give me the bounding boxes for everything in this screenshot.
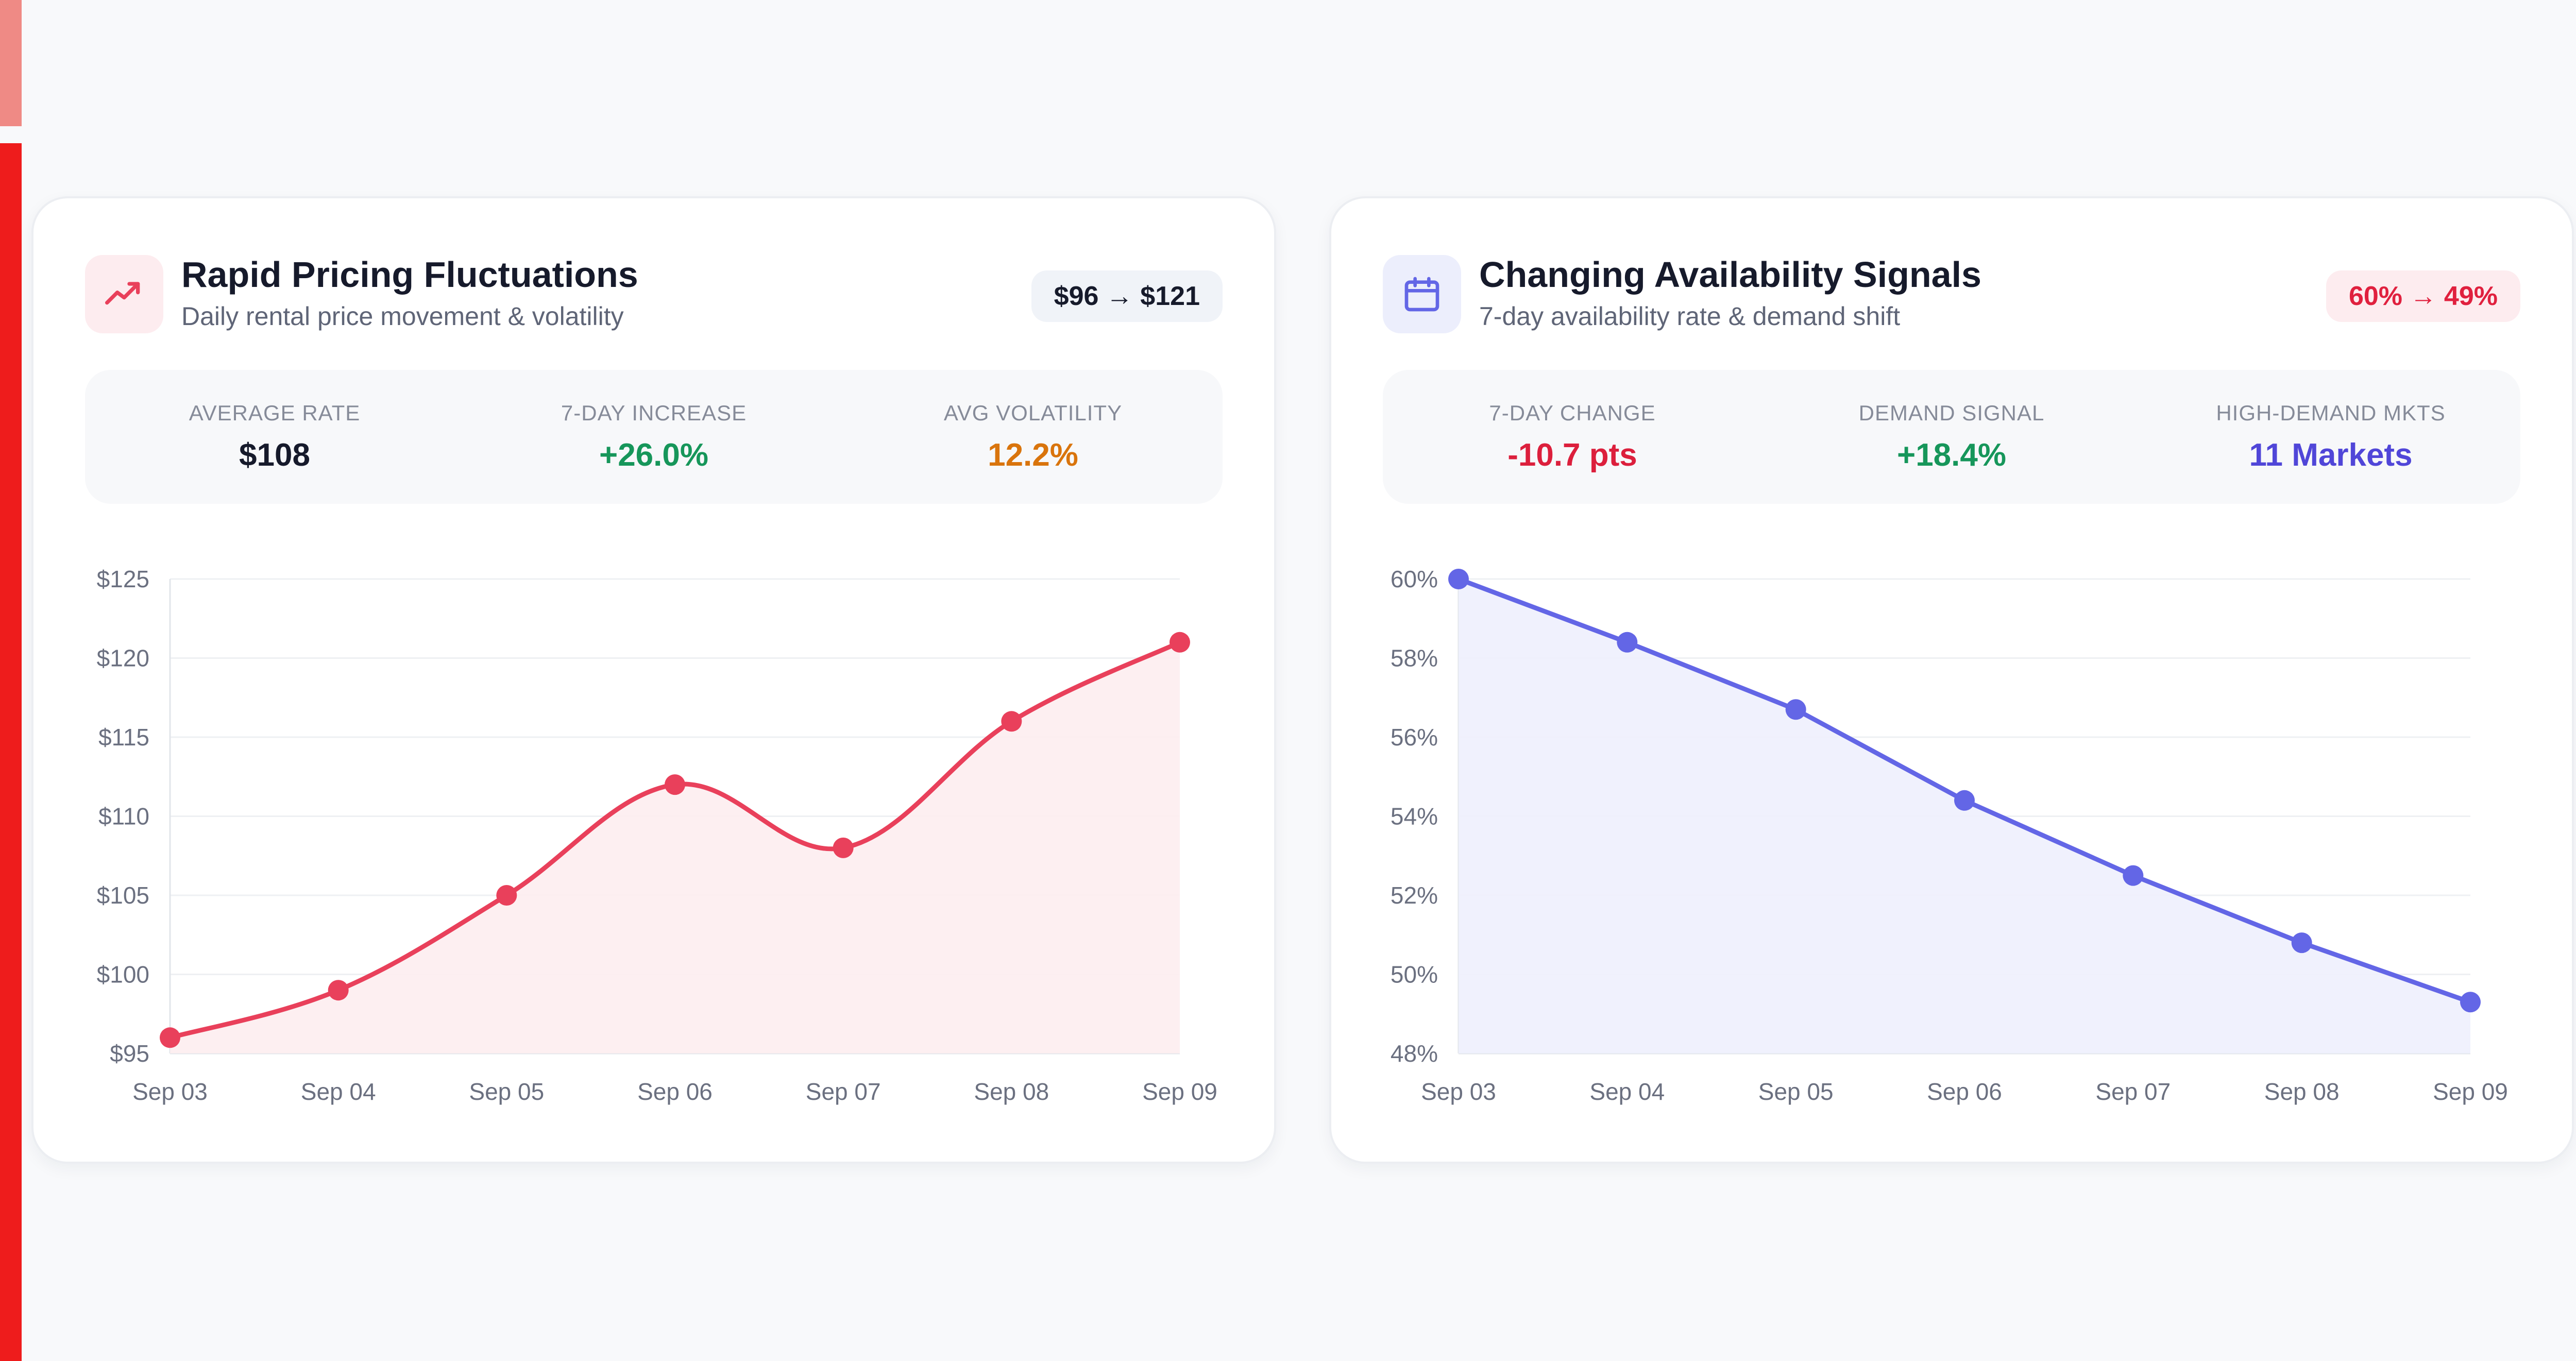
x-tick-label: Sep 03 bbox=[1421, 1078, 1496, 1105]
stat-high-demand-markets: HIGH-DEMAND MKTS 11 Markets bbox=[2141, 370, 2520, 504]
stat-value: -10.7 pts bbox=[1507, 437, 1637, 473]
x-tick-label: Sep 06 bbox=[637, 1078, 713, 1105]
y-tick-label: $105 bbox=[97, 882, 149, 909]
pricing-card: Rapid Pricing Fluctuations Daily rental … bbox=[31, 196, 1276, 1164]
data-point[interactable] bbox=[2123, 865, 2144, 886]
pricing-stats-panel: AVERAGE RATE $108 7-DAY INCREASE +26.0% … bbox=[85, 370, 1223, 504]
availability-card-header: Changing Availability Signals 7-day avai… bbox=[1331, 198, 2572, 363]
y-tick-label: $120 bbox=[97, 645, 149, 672]
x-tick-label: Sep 07 bbox=[2095, 1078, 2171, 1105]
stat-value: +26.0% bbox=[599, 437, 708, 473]
data-point[interactable] bbox=[1170, 632, 1190, 653]
y-tick-label: 56% bbox=[1391, 724, 1438, 751]
x-tick-label: Sep 07 bbox=[806, 1078, 881, 1105]
y-tick-label: $115 bbox=[98, 724, 149, 751]
data-point[interactable] bbox=[665, 774, 685, 795]
x-tick-label: Sep 05 bbox=[1758, 1078, 1834, 1105]
y-tick-label: $125 bbox=[97, 566, 149, 592]
x-tick-label: Sep 08 bbox=[2264, 1078, 2340, 1105]
stat-avg-volatility: AVG VOLATILITY 12.2% bbox=[843, 370, 1223, 504]
pricing-card-header: Rapid Pricing Fluctuations Daily rental … bbox=[33, 198, 1274, 363]
pricing-subtitle: Daily rental price movement & volatility bbox=[181, 302, 624, 331]
x-tick-label: Sep 08 bbox=[974, 1078, 1049, 1105]
availability-title: Changing Availability Signals bbox=[1479, 254, 1981, 295]
stat-7-day-increase: 7-DAY INCREASE +26.0% bbox=[464, 370, 843, 504]
pricing-title: Rapid Pricing Fluctuations bbox=[181, 254, 638, 295]
stat-label: HIGH-DEMAND MKTS bbox=[2216, 400, 2446, 425]
availability-stats-panel: 7-DAY CHANGE -10.7 pts DEMAND SIGNAL +18… bbox=[1383, 370, 2520, 504]
pricing-range-badge: $96 → $121 bbox=[1031, 270, 1223, 322]
data-point[interactable] bbox=[833, 837, 854, 858]
data-point[interactable] bbox=[1448, 569, 1469, 589]
stat-label: AVG VOLATILITY bbox=[943, 400, 1123, 425]
stat-label: 7-DAY CHANGE bbox=[1489, 400, 1656, 425]
accent-bar-top bbox=[0, 0, 22, 126]
stat-value: 12.2% bbox=[988, 437, 1078, 473]
x-tick-label: Sep 09 bbox=[2433, 1078, 2508, 1105]
data-point[interactable] bbox=[1617, 632, 1638, 653]
stat-label: AVERAGE RATE bbox=[189, 400, 361, 425]
y-tick-label: $95 bbox=[110, 1040, 149, 1067]
data-point[interactable] bbox=[328, 980, 349, 1001]
y-tick-label: $110 bbox=[98, 803, 149, 830]
stat-label: DEMAND SIGNAL bbox=[1858, 400, 2045, 425]
x-tick-label: Sep 04 bbox=[301, 1078, 376, 1105]
availability-card: Changing Availability Signals 7-day avai… bbox=[1329, 196, 2574, 1164]
x-tick-label: Sep 03 bbox=[132, 1078, 208, 1105]
stat-7-day-change: 7-DAY CHANGE -10.7 pts bbox=[1383, 370, 1762, 504]
data-point[interactable] bbox=[496, 885, 517, 906]
x-tick-label: Sep 09 bbox=[1142, 1078, 1217, 1105]
stat-value: $108 bbox=[239, 437, 310, 473]
trending-up-icon bbox=[85, 255, 163, 333]
availability-range-badge: 60% → 49% bbox=[2326, 270, 2520, 322]
stat-label: 7-DAY INCREASE bbox=[561, 400, 747, 425]
pricing-chart: $95 $100 $105 $110 $115 $120 $125 Sep 03 Sep 04 S… bbox=[97, 566, 1217, 1105]
y-tick-label: 58% bbox=[1391, 645, 1438, 672]
data-point[interactable] bbox=[1954, 790, 1975, 811]
stat-value: +18.4% bbox=[1896, 437, 2006, 473]
stat-demand-signal: DEMAND SIGNAL +18.4% bbox=[1762, 370, 2141, 504]
y-tick-label: 52% bbox=[1391, 882, 1438, 909]
data-point[interactable] bbox=[2291, 932, 2312, 954]
y-tick-label: 60% bbox=[1391, 566, 1438, 592]
series-area bbox=[170, 642, 1180, 1053]
data-point[interactable] bbox=[160, 1027, 180, 1048]
y-tick-label: $100 bbox=[97, 961, 149, 988]
y-tick-label: 54% bbox=[1391, 803, 1438, 830]
calendar-icon bbox=[1383, 255, 1461, 333]
accent-bar-main bbox=[0, 143, 22, 1361]
y-tick-label: 50% bbox=[1391, 961, 1438, 988]
series-area bbox=[1459, 579, 2470, 1053]
data-point[interactable] bbox=[1785, 699, 1806, 720]
data-point[interactable] bbox=[1001, 711, 1022, 732]
y-tick-label: 48% bbox=[1391, 1040, 1438, 1067]
data-point[interactable] bbox=[2460, 992, 2481, 1013]
stat-value: 11 Markets bbox=[2249, 437, 2413, 473]
x-tick-label: Sep 05 bbox=[469, 1078, 544, 1105]
x-tick-label: Sep 06 bbox=[1927, 1078, 2002, 1105]
availability-chart: 48% 50% 52% 54% 56% 58% 60% Sep 03 Sep 04 Sep 05 S… bbox=[1391, 566, 2508, 1105]
x-tick-label: Sep 04 bbox=[1589, 1078, 1665, 1105]
availability-subtitle: 7-day availability rate & demand shift bbox=[1479, 302, 1901, 331]
stat-average-rate: AVERAGE RATE $108 bbox=[85, 370, 464, 504]
